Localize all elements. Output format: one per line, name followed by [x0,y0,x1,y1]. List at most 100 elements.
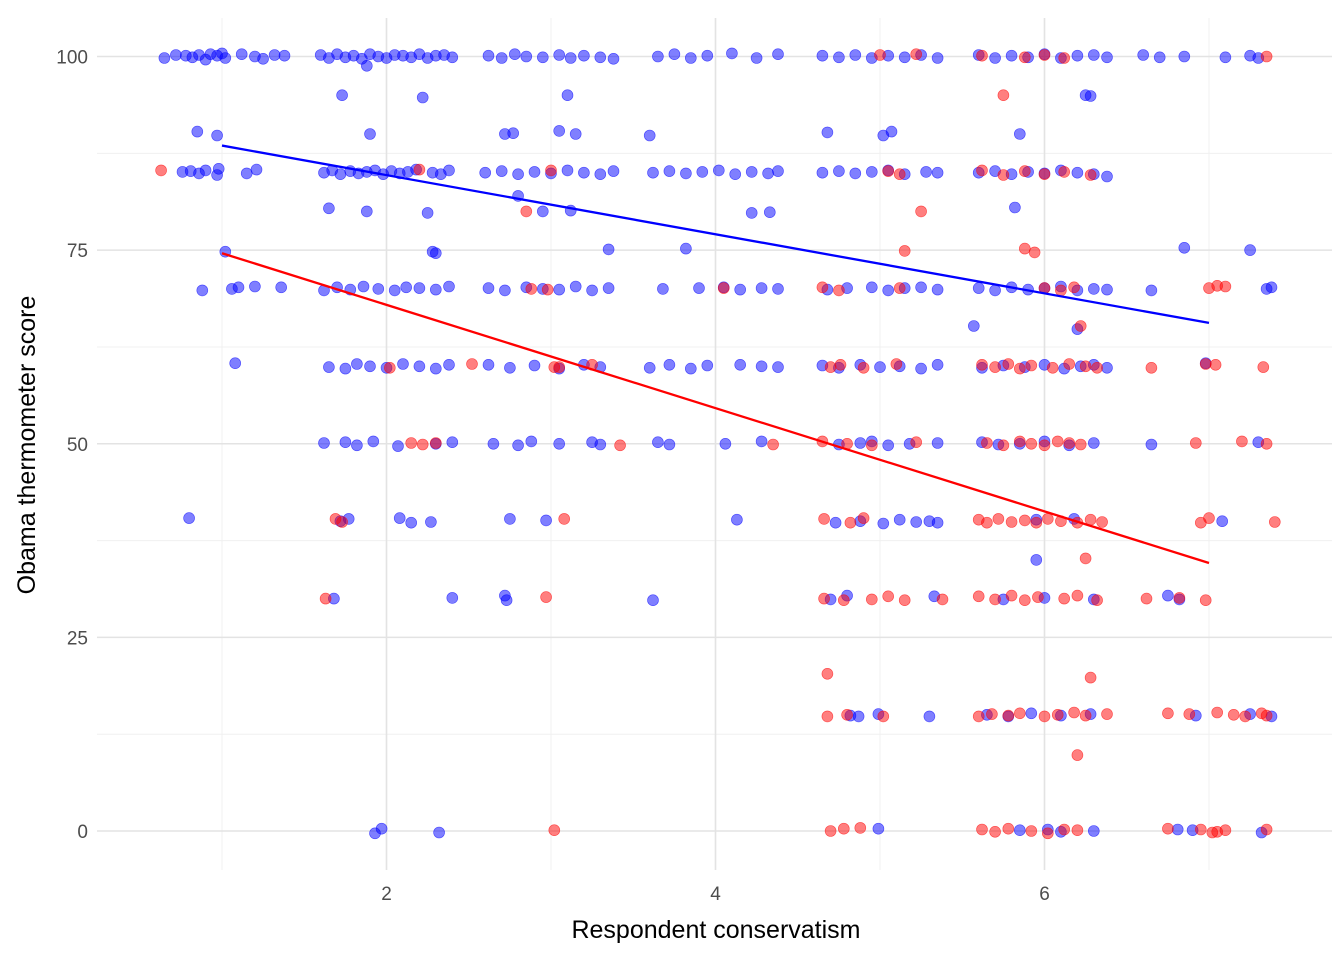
blue-point [833,51,845,64]
red-point [1101,708,1113,720]
red-point [1091,594,1103,607]
blue-point [553,437,566,450]
blue-point [989,52,1001,64]
blue-point [578,166,590,179]
x-tick-label: 6 [1039,884,1050,905]
red-point [383,361,396,374]
red-point [614,439,626,452]
blue-point [849,49,862,61]
red-point [936,593,949,606]
blue-point [701,49,714,62]
red-point [972,710,985,723]
blue-point [755,360,768,373]
blue-point [413,360,426,373]
blue-point [318,437,330,449]
red-point [989,825,1001,838]
red-point [558,513,571,525]
blue-point [772,283,784,295]
blue-point [500,594,513,607]
blue-point [816,49,829,62]
red-point [1019,165,1031,177]
y-tick-label: 50 [67,435,88,456]
blue-point [1013,128,1026,140]
blue-point [643,129,656,142]
red-point [1091,361,1103,374]
blue-point [755,435,768,448]
blue-point [232,281,245,294]
red-point [857,512,870,524]
blue-point [429,247,442,259]
red-point [841,708,853,721]
blue-point [525,435,538,448]
blue-point [351,358,363,370]
red-point [1013,435,1026,448]
red-point [319,592,332,605]
red-point [1038,168,1051,180]
blue-point [915,362,927,375]
blue-point [392,440,404,452]
data-points [155,47,1281,840]
red-point [1071,749,1084,761]
red-point [717,282,730,294]
red-point [405,437,418,449]
red-point [1211,825,1223,838]
red-point [1038,439,1051,452]
blue-point [877,517,890,530]
red-point [1079,360,1092,373]
red-point [1162,822,1174,835]
blue-point [446,51,459,64]
blue-point [367,435,380,448]
blue-point [915,281,927,294]
red-point [1084,169,1097,181]
red-point [1051,708,1064,721]
red-point [1019,242,1031,255]
blue-point [212,163,225,175]
blue-point [393,512,406,524]
red-point [540,591,552,603]
red-point [877,710,890,723]
blue-point [446,436,459,449]
blue-point [821,126,834,139]
blue-point [594,438,607,451]
blue-point [482,358,495,371]
blue-point [885,125,898,138]
red-point [413,163,426,176]
red-point [1269,516,1281,528]
major-gridlines [97,18,1332,870]
blue-point [594,51,607,64]
red-point [976,164,988,177]
blue-point [893,513,906,526]
red-point [997,89,1010,101]
blue-point [680,167,692,180]
red-point [1051,435,1064,448]
blue-point [1088,283,1100,295]
blue-point [504,513,516,525]
blue-point [495,165,508,177]
red-point [992,513,1005,525]
red-point [816,281,829,294]
blue-point [602,282,615,294]
blue-point [1088,49,1100,61]
blue-point [375,822,388,835]
blue-point [561,164,574,177]
red-point [1019,514,1031,527]
red-point [976,49,988,62]
blue-point [684,362,697,375]
blue-point [1101,283,1113,296]
minor-gridlines [97,18,1332,870]
blue-point [405,516,418,529]
blue-point [731,513,743,526]
blue-point [520,50,533,63]
red-point [1209,358,1222,371]
blue-point [910,516,923,528]
blue-point [553,283,566,296]
red-point [1038,49,1051,61]
blue-point [854,437,867,449]
blue-point [360,60,373,72]
blue-point [849,167,862,180]
red-point [1063,437,1075,449]
blue-point [1162,589,1174,602]
blue-point [191,125,204,138]
blue-point [1178,50,1191,63]
y-tick-label: 25 [67,628,88,649]
